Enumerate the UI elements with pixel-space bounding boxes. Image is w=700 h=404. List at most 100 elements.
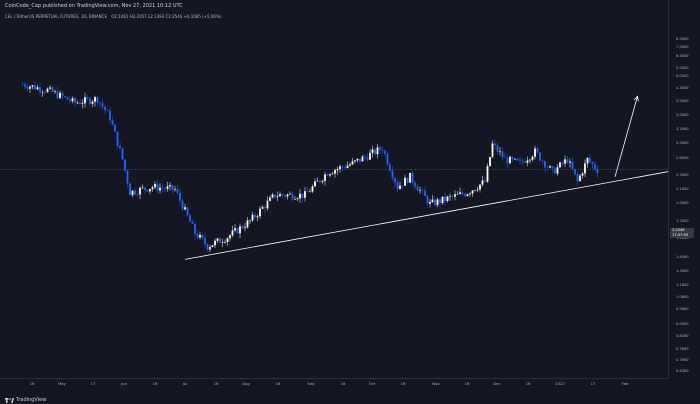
candle-up: [531, 156, 534, 160]
price-tick-label: 2.9000: [676, 141, 689, 145]
price-axis[interactable]: 8.5000 7.5000 6.5000 5.5000 5.0000 4.3000 3.90…: [668, 0, 700, 378]
candle-up: [446, 196, 449, 201]
candle-up: [249, 220, 251, 221]
time-tick-label: Aug: [242, 381, 250, 386]
candle-down: [179, 192, 181, 201]
candle-down: [594, 164, 596, 169]
time-tick-label: Nov: [432, 381, 440, 386]
candle-down: [274, 194, 276, 198]
candle-up: [549, 166, 551, 168]
candle-up: [476, 189, 479, 191]
candle-down: [51, 87, 54, 93]
candle-down: [461, 192, 464, 195]
price-tick-label: 5.0000: [676, 74, 689, 78]
candle-up: [174, 189, 176, 190]
candle-up: [584, 163, 586, 174]
candle-up: [586, 157, 589, 164]
price-tick-label: 0.6300: [676, 369, 689, 373]
candle-down: [181, 200, 184, 210]
candle-down: [124, 159, 126, 171]
candle-up: [526, 160, 529, 163]
candle-up: [579, 175, 581, 182]
candle-down: [69, 99, 71, 102]
price-tick-label: 6.5000: [676, 54, 689, 58]
candle-down: [406, 177, 409, 183]
candle-up: [459, 192, 461, 195]
candle-down: [194, 223, 196, 234]
price-tick-label: 1.1800: [676, 283, 689, 287]
candle-down: [554, 168, 556, 174]
candle-up: [244, 227, 246, 229]
ohlc-values: O2.1461 H2.2057 L2.1393 C2.2546 +0.1085 …: [111, 14, 222, 19]
time-tick-label: 17: [90, 381, 96, 386]
publisher-caption: CoinCode_Cap published on TradingView.co…: [5, 3, 183, 9]
candle-down: [114, 124, 116, 132]
candle-up: [309, 191, 311, 193]
candle-down: [546, 167, 549, 169]
price-tick-label: 0.8300: [676, 334, 689, 338]
price-tick-label: 1.6000: [676, 236, 689, 240]
candle-up: [131, 190, 134, 196]
candle-down: [44, 91, 46, 93]
candle-up: [91, 101, 94, 104]
candle-down: [571, 161, 574, 170]
candle-down: [414, 182, 416, 187]
candle-up: [376, 147, 379, 155]
price-tick-label: 2.1000: [676, 187, 689, 191]
candle-up: [76, 102, 79, 104]
candle-down: [79, 102, 81, 104]
price-chart[interactable]: [0, 0, 668, 378]
candle-down: [379, 147, 381, 151]
candle-down: [176, 189, 179, 193]
candle-down: [134, 190, 136, 195]
candle-down: [66, 96, 69, 100]
current-price-label: 2.2546 17:47:55: [670, 228, 694, 238]
footer: [0, 392, 700, 404]
candle-down: [589, 157, 591, 162]
candle-up: [269, 197, 271, 201]
candle-down: [196, 233, 199, 238]
candle-down: [574, 169, 576, 175]
candle-down: [484, 180, 486, 182]
candle-down: [191, 221, 194, 224]
candle-up: [151, 187, 154, 190]
candle-down: [291, 193, 294, 200]
time-tick-label: Dec: [493, 381, 501, 386]
candle-up: [339, 166, 341, 170]
candle-up: [534, 148, 536, 157]
candle-up: [154, 183, 156, 188]
candle-down: [504, 157, 506, 158]
candle-up: [149, 189, 151, 192]
time-axis[interactable]: 16 May 17 Jun 16 Jul 16 Aug 16 Sep 16 Oct 16 Nov 16 Dec…: [0, 378, 668, 389]
candle-down: [189, 215, 191, 222]
candle-down: [96, 97, 99, 103]
candle-up: [334, 170, 336, 174]
price-tick-label: 0.9000: [676, 322, 689, 326]
candle-down: [511, 156, 514, 160]
candle-down: [551, 166, 554, 169]
candle-up: [266, 200, 269, 209]
candle-down: [464, 194, 466, 196]
time-tick-label: May: [58, 381, 66, 386]
candle-down: [144, 187, 146, 190]
candle-up: [324, 174, 326, 181]
candle-down: [264, 207, 266, 209]
candle-up: [404, 177, 406, 186]
candle-up: [271, 194, 274, 198]
candle-up: [259, 208, 261, 217]
candle-up: [211, 245, 214, 248]
candle-up: [256, 216, 259, 218]
candle-down: [516, 158, 519, 161]
support-trendline: [184, 171, 668, 260]
price-tick-label: 3.5000: [676, 113, 689, 117]
candle-up: [454, 194, 456, 197]
candle-down: [129, 183, 131, 196]
time-tick-label: Jun: [121, 381, 127, 386]
candle-up: [569, 161, 571, 163]
candle-up: [346, 165, 349, 169]
price-tick-label: 5.5000: [676, 66, 689, 70]
time-tick-label: 2022: [555, 381, 565, 386]
tradingview-logo[interactable]: TradingView: [5, 397, 46, 403]
candle-up: [419, 189, 421, 191]
candle-up: [351, 161, 354, 165]
